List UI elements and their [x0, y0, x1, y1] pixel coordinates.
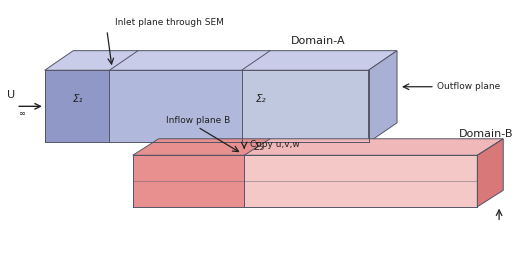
- Polygon shape: [110, 70, 241, 142]
- Text: Inflow plane B: Inflow plane B: [167, 116, 231, 125]
- Text: ∞: ∞: [18, 109, 25, 118]
- Polygon shape: [133, 155, 244, 207]
- Polygon shape: [45, 70, 110, 142]
- Polygon shape: [477, 139, 503, 207]
- Text: Domain-A: Domain-A: [291, 36, 345, 46]
- Text: Inlet plane through SEM: Inlet plane through SEM: [115, 18, 223, 27]
- Polygon shape: [133, 139, 270, 155]
- Polygon shape: [244, 139, 503, 155]
- Text: Σ₁: Σ₁: [73, 93, 84, 104]
- Text: U: U: [7, 90, 15, 100]
- Text: Outflow plane: Outflow plane: [437, 82, 501, 91]
- Polygon shape: [241, 70, 368, 142]
- Polygon shape: [368, 51, 397, 142]
- Polygon shape: [45, 51, 397, 70]
- Polygon shape: [244, 155, 477, 207]
- Text: Domain-B: Domain-B: [459, 129, 514, 139]
- Text: Σ₂: Σ₂: [256, 93, 267, 104]
- Text: Σ₂: Σ₂: [253, 142, 264, 152]
- Text: Copy u,v,w: Copy u,v,w: [250, 140, 300, 149]
